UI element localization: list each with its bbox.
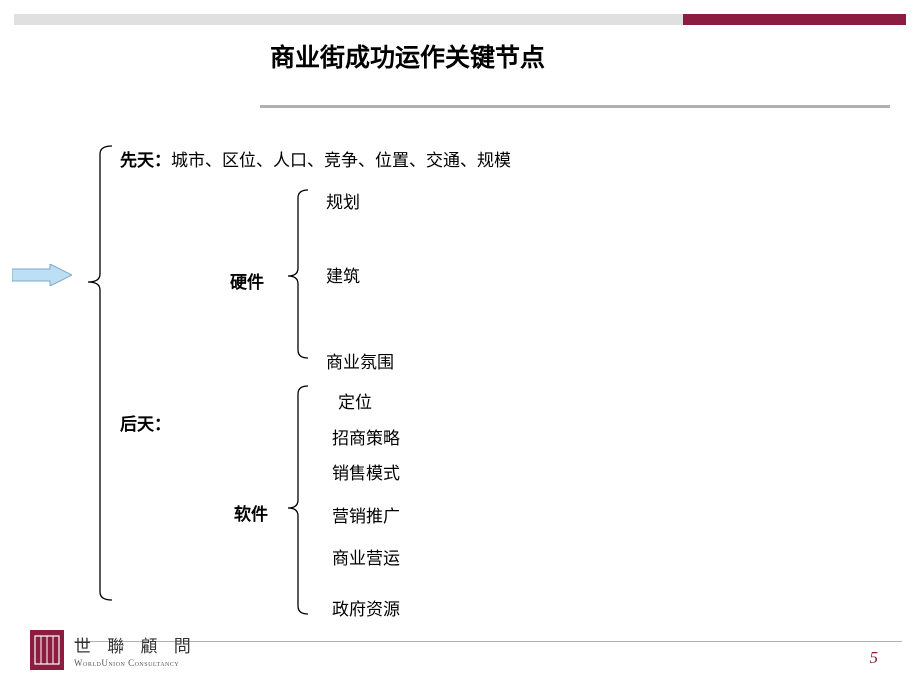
hardware-item: 建筑 xyxy=(326,262,360,287)
xiantian-label: 先天： xyxy=(120,151,171,170)
footer-divider xyxy=(74,641,902,643)
page-number: 5 xyxy=(870,648,879,668)
houtian-label: 后天： xyxy=(120,410,171,435)
logo-mark-icon xyxy=(30,630,64,670)
software-item: 销售模式 xyxy=(332,459,400,484)
pointer-arrow-icon xyxy=(12,264,72,286)
hardware-item: 商业氛围 xyxy=(326,348,394,373)
software-item: 招商策略 xyxy=(332,424,400,449)
footer-logo: 世 聯 顧 問 WorldUnion Consultancy xyxy=(30,630,197,670)
hardware-item: 规划 xyxy=(326,188,360,213)
software-item: 政府资源 xyxy=(332,595,400,620)
software-item: 商业营运 xyxy=(332,544,400,569)
logo-text-en: WorldUnion Consultancy xyxy=(74,658,197,668)
software-label: 软件 xyxy=(234,500,268,525)
xiantian-text: 城市、区位、人口、竞争、位置、交通、规模 xyxy=(171,151,511,170)
software-item: 定位 xyxy=(338,388,372,413)
hardware-label: 硬件 xyxy=(230,268,264,293)
software-item: 营销推广 xyxy=(332,502,400,527)
xiantian-row: 先天：城市、区位、人口、竞争、位置、交通、规模 xyxy=(120,146,511,171)
brace-diagram xyxy=(0,0,920,690)
logo-text-cn: 世 聯 顧 問 xyxy=(74,632,197,657)
